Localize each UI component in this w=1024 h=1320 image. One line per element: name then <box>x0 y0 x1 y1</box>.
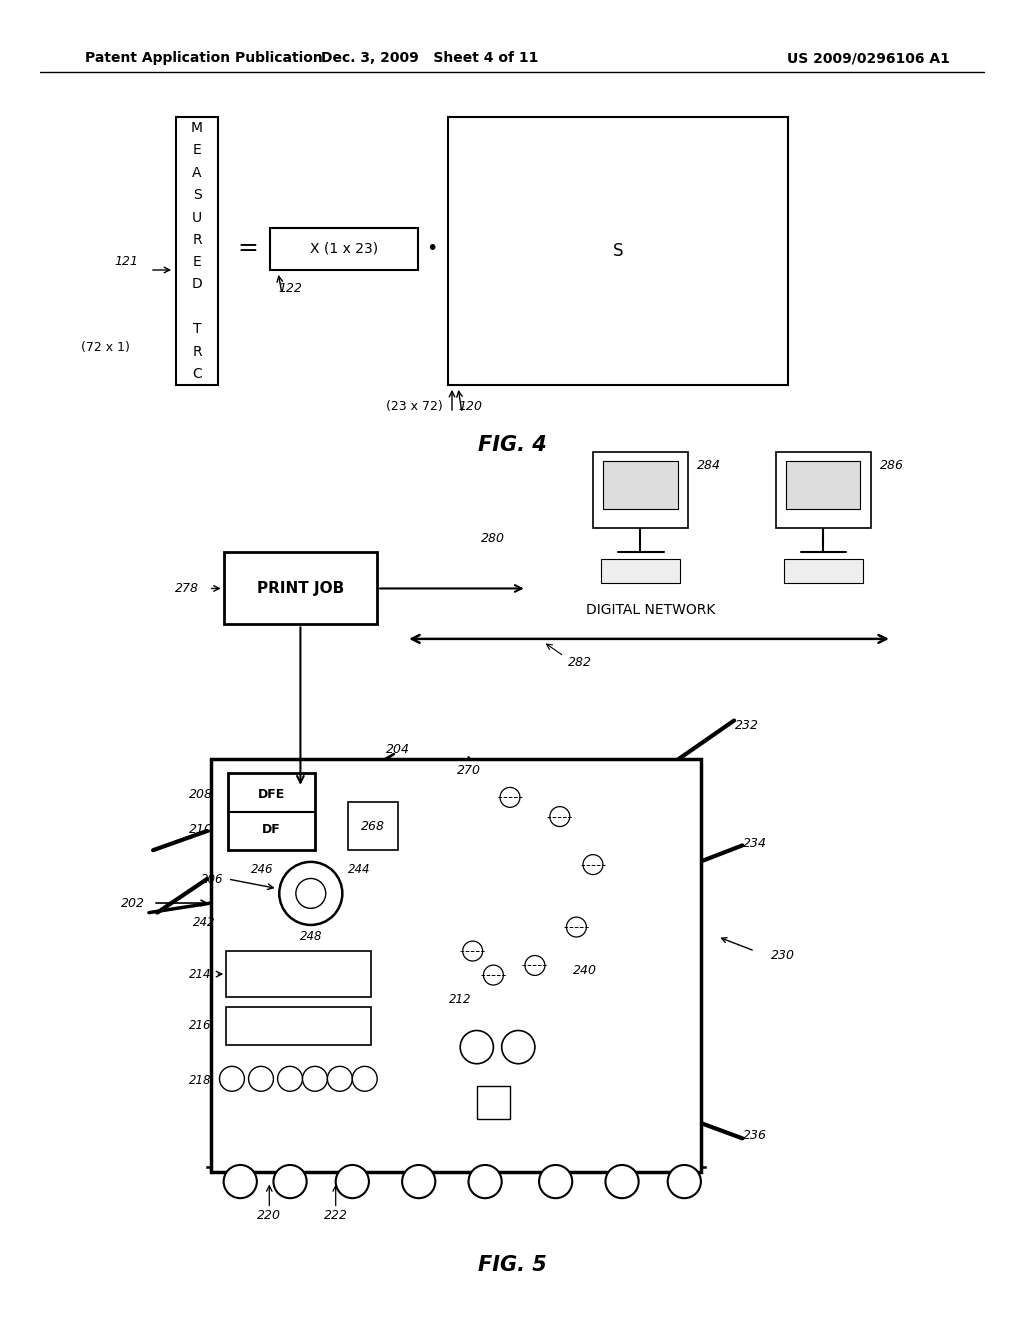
Text: R: R <box>193 345 202 359</box>
Circle shape <box>668 1166 700 1199</box>
Text: C: C <box>193 367 202 381</box>
Bar <box>227 774 315 850</box>
Circle shape <box>402 1166 435 1199</box>
Bar <box>775 451 871 528</box>
Text: 202: 202 <box>121 896 144 909</box>
Circle shape <box>460 1031 494 1064</box>
Text: US 2009/0296106 A1: US 2009/0296106 A1 <box>787 51 950 65</box>
Bar <box>223 553 377 624</box>
Circle shape <box>223 1166 257 1199</box>
Text: 218: 218 <box>188 1074 211 1088</box>
Text: 204: 204 <box>385 743 410 756</box>
Text: 220: 220 <box>257 1209 282 1222</box>
Text: D: D <box>191 277 203 292</box>
Bar <box>784 560 863 583</box>
Circle shape <box>273 1166 306 1199</box>
Bar <box>348 803 398 850</box>
Text: 222: 222 <box>324 1209 348 1222</box>
Text: 280: 280 <box>481 532 506 545</box>
Bar <box>270 228 418 271</box>
Circle shape <box>463 941 482 961</box>
Text: Dec. 3, 2009   Sheet 4 of 11: Dec. 3, 2009 Sheet 4 of 11 <box>322 51 539 65</box>
Bar <box>226 950 372 997</box>
Text: DFE: DFE <box>258 788 285 801</box>
Text: 268: 268 <box>361 820 385 833</box>
Text: DF: DF <box>262 822 281 836</box>
Circle shape <box>550 807 569 826</box>
Text: 230: 230 <box>771 949 796 962</box>
Circle shape <box>219 1067 245 1092</box>
Text: 240: 240 <box>572 964 597 977</box>
Circle shape <box>280 862 342 925</box>
Bar <box>477 1085 510 1119</box>
Circle shape <box>605 1166 639 1199</box>
Circle shape <box>352 1067 377 1092</box>
Circle shape <box>336 1166 369 1199</box>
Bar <box>176 117 218 385</box>
Text: •: • <box>426 239 437 259</box>
Text: 232: 232 <box>734 719 759 731</box>
Bar <box>785 461 860 510</box>
Text: M: M <box>191 121 203 135</box>
Text: 122: 122 <box>278 282 302 294</box>
Text: 286: 286 <box>880 459 904 473</box>
Bar <box>603 461 678 510</box>
Circle shape <box>296 879 326 908</box>
Text: 284: 284 <box>697 459 721 473</box>
Text: 282: 282 <box>568 656 592 669</box>
Text: E: E <box>193 255 202 269</box>
Bar <box>449 117 788 385</box>
Circle shape <box>278 1067 302 1092</box>
Text: 248: 248 <box>300 931 323 944</box>
Text: 121: 121 <box>114 255 138 268</box>
Circle shape <box>500 788 520 808</box>
Text: 216: 216 <box>188 1019 211 1032</box>
Circle shape <box>249 1067 273 1092</box>
Circle shape <box>566 917 587 937</box>
Bar <box>593 451 688 528</box>
Text: S: S <box>612 242 624 260</box>
Text: 236: 236 <box>742 1129 767 1142</box>
Text: 244: 244 <box>348 863 371 876</box>
Text: 278: 278 <box>175 582 199 595</box>
Text: U: U <box>191 210 202 224</box>
Circle shape <box>469 1166 502 1199</box>
Circle shape <box>328 1067 352 1092</box>
Text: PRINT JOB: PRINT JOB <box>257 581 344 595</box>
Text: FIG. 5: FIG. 5 <box>477 1255 547 1275</box>
Text: (72 x 1): (72 x 1) <box>81 342 130 355</box>
Circle shape <box>539 1166 572 1199</box>
Circle shape <box>483 965 504 985</box>
Circle shape <box>502 1031 535 1064</box>
Text: X (1 x 23): X (1 x 23) <box>310 242 378 256</box>
Text: 120: 120 <box>458 400 482 413</box>
Text: 210: 210 <box>188 822 213 836</box>
Text: DIGITAL NETWORK: DIGITAL NETWORK <box>587 603 716 616</box>
Text: 242: 242 <box>193 916 215 929</box>
Text: E: E <box>193 144 202 157</box>
Text: A: A <box>193 166 202 180</box>
Text: T: T <box>193 322 202 337</box>
Circle shape <box>525 956 545 975</box>
Text: 212: 212 <box>449 993 471 1006</box>
Bar <box>211 759 700 1172</box>
Text: 246: 246 <box>251 863 273 876</box>
Text: Patent Application Publication: Patent Application Publication <box>85 51 323 65</box>
Circle shape <box>583 854 603 875</box>
Text: 206: 206 <box>201 873 223 886</box>
Text: R: R <box>193 232 202 247</box>
Text: 234: 234 <box>742 837 767 850</box>
Text: =: = <box>238 236 258 260</box>
Text: FIG. 4: FIG. 4 <box>477 436 547 455</box>
Circle shape <box>302 1067 328 1092</box>
Bar <box>601 560 680 583</box>
Text: 214: 214 <box>188 968 211 981</box>
Text: 208: 208 <box>188 788 213 801</box>
Text: S: S <box>193 189 202 202</box>
Bar <box>226 1007 372 1045</box>
Text: (23 x 72): (23 x 72) <box>386 400 443 413</box>
Text: 270: 270 <box>457 764 480 777</box>
